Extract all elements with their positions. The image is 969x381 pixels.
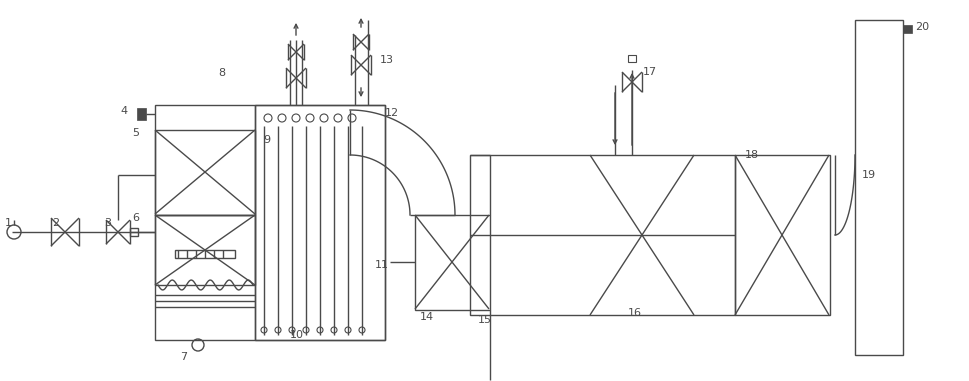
Text: 10: 10 bbox=[290, 330, 304, 340]
Text: 1: 1 bbox=[5, 218, 12, 228]
Text: 13: 13 bbox=[380, 55, 394, 65]
Text: 8: 8 bbox=[218, 68, 225, 78]
Text: 15: 15 bbox=[478, 315, 492, 325]
Text: 18: 18 bbox=[745, 150, 759, 160]
Text: 14: 14 bbox=[420, 312, 434, 322]
Text: 4: 4 bbox=[120, 106, 127, 116]
Text: 6: 6 bbox=[132, 213, 139, 223]
Bar bbox=[137, 108, 146, 120]
Bar bbox=[735, 155, 830, 315]
Text: 9: 9 bbox=[263, 135, 270, 145]
Text: 7: 7 bbox=[180, 352, 187, 362]
Bar bbox=[470, 155, 735, 315]
Text: 5: 5 bbox=[132, 128, 139, 138]
Bar bbox=[155, 130, 255, 215]
Bar bbox=[130, 228, 138, 236]
Bar bbox=[155, 105, 385, 340]
Text: 3: 3 bbox=[104, 218, 111, 228]
Text: 11: 11 bbox=[375, 260, 389, 270]
Text: 12: 12 bbox=[385, 108, 399, 118]
Text: 19: 19 bbox=[862, 170, 876, 180]
Bar bbox=[903, 25, 912, 33]
Bar bbox=[415, 215, 490, 310]
Text: 16: 16 bbox=[628, 308, 642, 318]
Bar bbox=[628, 55, 636, 62]
Bar bbox=[175, 250, 235, 258]
Bar bbox=[855, 20, 903, 355]
Bar bbox=[255, 105, 385, 340]
Bar bbox=[155, 215, 255, 285]
Text: 2: 2 bbox=[52, 218, 59, 228]
Text: 20: 20 bbox=[915, 22, 929, 32]
Text: 17: 17 bbox=[643, 67, 657, 77]
